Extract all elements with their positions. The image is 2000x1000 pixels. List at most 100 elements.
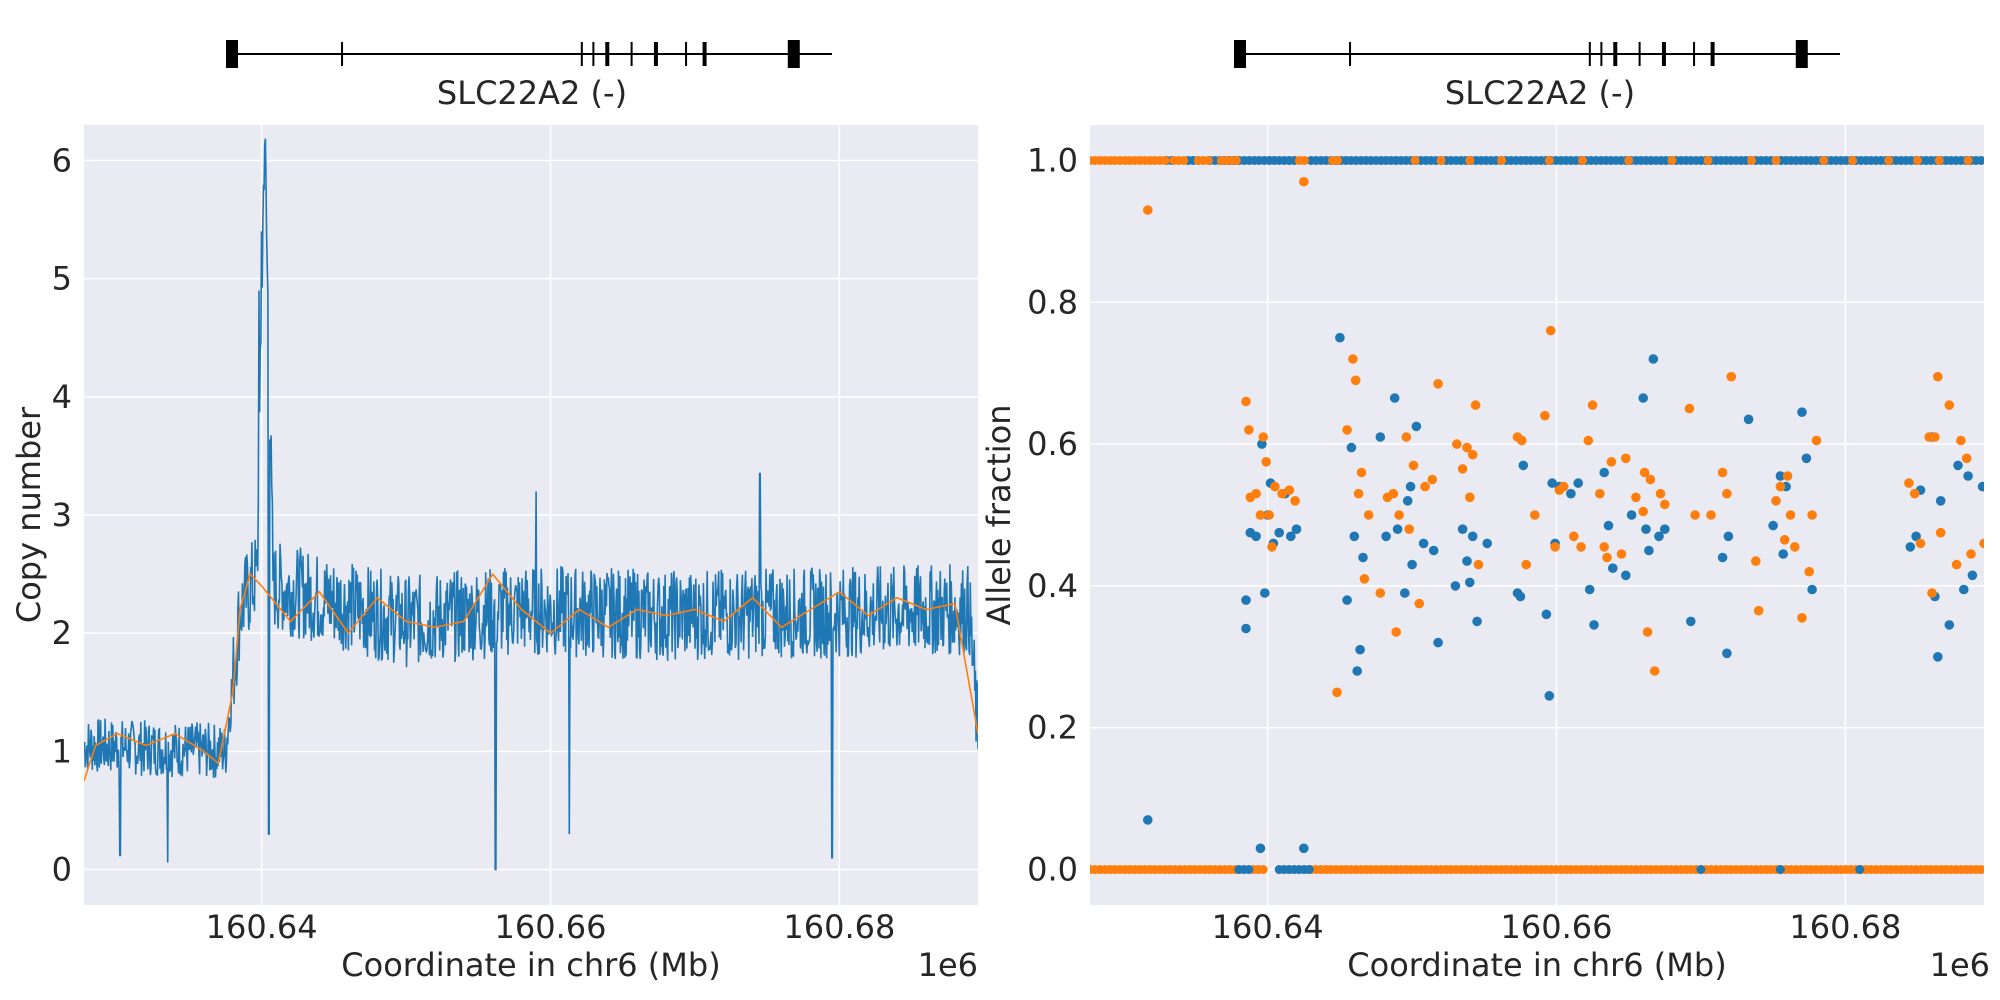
exon-mark — [580, 42, 583, 66]
point-series-b — [1414, 598, 1425, 609]
point-series-b — [1639, 467, 1650, 478]
point-series-a — [1467, 531, 1478, 542]
point-series-b — [1550, 542, 1560, 552]
point-series-a — [1286, 531, 1296, 542]
point-series-b — [1935, 527, 1946, 538]
gene-label-right: SLC22A2 (-) — [1445, 74, 1635, 112]
point-series-a — [1518, 460, 1529, 471]
point-series-a — [1392, 524, 1403, 534]
point-band-high-orange — [1410, 155, 1420, 165]
point-series-a — [1515, 591, 1526, 602]
point-series-a — [1977, 481, 1984, 492]
point-series-b — [1944, 400, 1955, 410]
x-tick-label: 160.66 — [495, 908, 607, 946]
point-series-a — [1260, 588, 1270, 598]
point-series-b — [1473, 559, 1484, 570]
point-band-high-orange — [1578, 155, 1587, 165]
x-tick-label: 160.64 — [206, 908, 318, 946]
point-series-a — [1660, 524, 1670, 534]
point-series-a — [1584, 584, 1595, 595]
point-series-a — [1358, 552, 1368, 563]
left-y-axis-label: Copy number — [10, 406, 48, 623]
point-band-high-orange — [1624, 155, 1634, 165]
point-series-b — [1979, 538, 1984, 549]
point-band-high-orange — [1771, 155, 1781, 165]
left-gene-track: SLC22A2 (-) — [226, 40, 832, 112]
point-series-b — [1726, 371, 1737, 382]
point-series-b — [1595, 488, 1605, 499]
point-series-a — [1638, 393, 1648, 403]
point-series-b — [1655, 488, 1666, 499]
point-series-b — [1261, 457, 1271, 467]
exon-mark — [1710, 42, 1715, 66]
exon-mark — [1588, 42, 1591, 66]
point-series-a — [1686, 616, 1696, 627]
exon-mark — [1638, 42, 1641, 66]
point-band-high-orange — [1436, 155, 1446, 165]
x-tick-label: 160.64 — [1212, 908, 1324, 946]
point-series-b — [1290, 496, 1300, 506]
exon-mark — [685, 42, 688, 66]
point-band-high-orange — [1203, 155, 1213, 165]
point-series-b — [1583, 435, 1594, 446]
point-series-b — [1915, 538, 1926, 549]
point-series-a — [1589, 620, 1599, 630]
point-band-high-orange — [1913, 155, 1923, 165]
point-series-b — [1433, 379, 1443, 389]
point-series-b — [1420, 481, 1430, 492]
point-band-high-orange — [1497, 155, 1507, 165]
point-series-a — [1418, 538, 1429, 549]
point-series-a — [1407, 559, 1417, 570]
right-y-axis-label: Allele fraction — [980, 404, 1018, 625]
point-series-b — [1771, 496, 1781, 506]
point-series-b — [1359, 574, 1370, 584]
point-series-b — [1785, 510, 1796, 520]
exon-mark — [226, 40, 238, 68]
point-series-b — [1521, 559, 1531, 570]
point-series-b — [1299, 176, 1309, 187]
y-tick-label: 3 — [52, 496, 72, 534]
point-series-a — [1944, 620, 1955, 630]
point-band-low-orange — [1976, 865, 1984, 875]
point-series-b — [1966, 549, 1976, 559]
point-series-a — [1402, 496, 1413, 506]
y-tick-label: 2 — [52, 614, 72, 652]
point-series-b — [1356, 467, 1367, 478]
point-series-a — [1967, 570, 1978, 581]
point-series-b — [1753, 605, 1764, 616]
point-series-a — [1648, 354, 1659, 364]
point-series-a — [1566, 488, 1576, 499]
point-band-high-orange — [1667, 155, 1677, 165]
point-series-a — [1482, 538, 1492, 549]
point-band-low-blue — [1775, 865, 1785, 875]
point-series-b — [1545, 325, 1556, 336]
point-series-a — [1381, 531, 1391, 542]
left-offset-text: 1e6 — [918, 946, 978, 984]
y-tick-label: 4 — [52, 378, 72, 416]
point-series-b — [1616, 549, 1627, 559]
point-series-b — [1353, 488, 1364, 499]
y-tick-label: 6 — [52, 141, 72, 179]
y-tick-label: 0.0 — [1027, 851, 1078, 889]
point-series-b — [1348, 354, 1358, 364]
right-offset-text: 1e6 — [1930, 946, 1990, 984]
point-series-a — [1603, 520, 1614, 531]
point-series-a — [1462, 556, 1472, 566]
point-band-high-orange — [1465, 155, 1475, 165]
exon-mark — [1795, 40, 1808, 68]
point-band-high-orange — [1848, 155, 1858, 165]
point-series-a — [1768, 520, 1778, 531]
point-series-a — [1905, 542, 1916, 552]
point-series-a — [1405, 481, 1416, 492]
exon-mark — [1613, 42, 1618, 66]
point-series-b — [1706, 510, 1716, 520]
exon-marks-right — [1234, 40, 1808, 68]
point-series-a — [1428, 545, 1439, 556]
point-series-a — [1241, 595, 1251, 605]
point-series-b — [1722, 488, 1732, 499]
point-series-b — [1408, 460, 1419, 471]
exon-mark — [1349, 42, 1352, 66]
point-series-b — [1394, 510, 1404, 520]
point-band-low-blue — [1304, 865, 1314, 875]
point-series-b — [1540, 410, 1550, 421]
